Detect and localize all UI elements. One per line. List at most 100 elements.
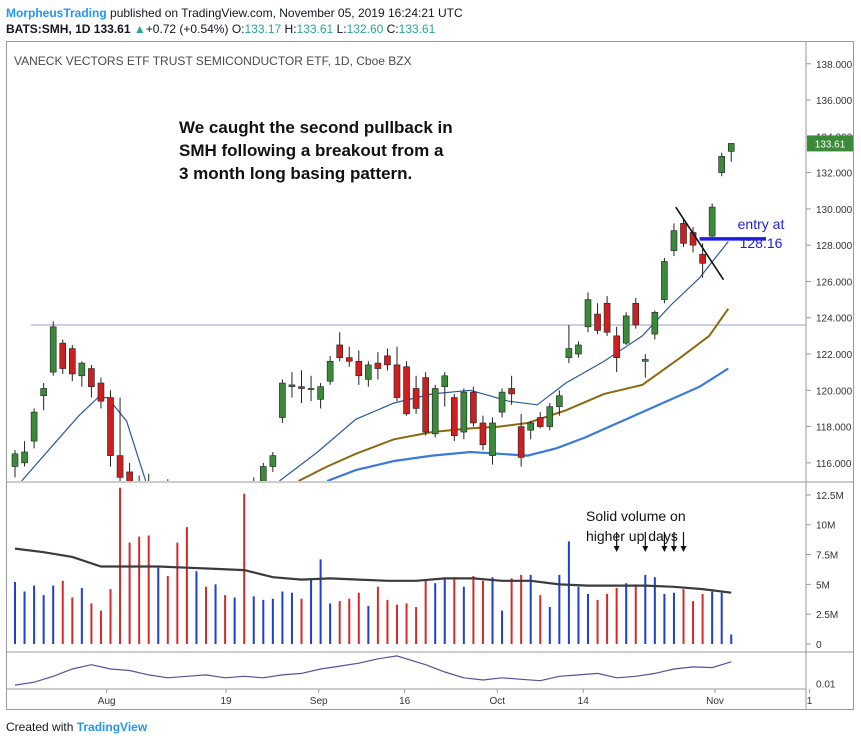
ma-long-line xyxy=(326,367,729,481)
candle-down xyxy=(450,397,458,436)
time-tick-label: 14 xyxy=(578,696,590,707)
candle-up xyxy=(317,386,324,400)
candle-up xyxy=(565,348,573,358)
candle-down xyxy=(393,364,401,398)
candle-up xyxy=(365,364,372,380)
candle-down xyxy=(680,223,687,244)
candle-up xyxy=(556,395,563,407)
candle-up xyxy=(498,391,506,413)
candle-down xyxy=(59,342,67,369)
quote-line: BATS:SMH, 1D 133.61 ▲+0.72 (+0.54%) O:13… xyxy=(6,22,435,36)
candle-up xyxy=(78,362,86,377)
time-tick-label: Oct xyxy=(489,696,505,707)
candle-up xyxy=(489,422,496,456)
candle-up xyxy=(670,230,678,251)
candle-down xyxy=(508,388,515,395)
candle-down xyxy=(517,426,525,458)
candle-up xyxy=(527,422,535,431)
candle-down xyxy=(345,357,353,362)
volume-arrow-icon xyxy=(642,546,649,552)
candle-down xyxy=(97,382,105,402)
candle-up xyxy=(546,406,554,427)
high-value: 133.61 xyxy=(296,22,334,36)
candle-up xyxy=(40,388,47,397)
candle-down xyxy=(336,344,344,358)
price-tick-label: 120.000 xyxy=(816,386,853,397)
volume-arrow-icon xyxy=(613,546,620,552)
volume-tick-label: 12.5M xyxy=(816,491,844,502)
candle-down xyxy=(384,355,391,366)
candle-up xyxy=(708,206,716,237)
candle-up xyxy=(460,391,468,433)
candle-down xyxy=(603,302,611,333)
candle-down xyxy=(412,388,420,409)
trendline xyxy=(675,206,725,281)
chart-area[interactable]: VANECK VECTORS ETF TRUST SEMICONDUCTOR E… xyxy=(6,41,854,710)
author-link[interactable]: MorpheusTrading xyxy=(6,6,107,20)
volume-tick-label: 2.5M xyxy=(816,610,838,621)
published-text: published on TradingView.com, November 0… xyxy=(110,6,463,20)
price-tick-label: 130.000 xyxy=(816,205,853,216)
price-pane: We caught the second pullback in SMH foll… xyxy=(11,118,806,481)
volume-tick-label: 5M xyxy=(816,580,830,591)
created-with-label: Created with xyxy=(6,720,74,734)
candle-down xyxy=(470,391,477,424)
volume-pane: Solid volume on higher up days xyxy=(14,487,733,644)
osc-tick-label: 0.01 xyxy=(816,680,836,691)
time-tick-label: Aug xyxy=(98,696,116,707)
candle-up xyxy=(30,411,38,442)
candle-up xyxy=(661,261,668,300)
price-change: +0.72 (+0.54%) xyxy=(145,22,229,36)
axes: 138.000136.000134.000132.000130.000128.0… xyxy=(98,60,853,707)
candle-up xyxy=(260,466,267,481)
candle-down xyxy=(126,471,133,481)
price-tick-label: 126.000 xyxy=(816,277,853,288)
time-tick-label: Nov xyxy=(706,696,724,707)
price-tick-label: 138.000 xyxy=(816,60,853,71)
low-label: L: xyxy=(336,22,347,36)
candle-up xyxy=(575,344,582,355)
candle-up xyxy=(288,384,296,387)
volume-note-line-1: Solid volume on xyxy=(586,508,686,524)
candle-down xyxy=(479,422,487,446)
candle-up xyxy=(727,143,735,152)
open-label: O: xyxy=(231,22,245,36)
volume-tick-label: 10M xyxy=(816,521,835,532)
candle-up xyxy=(622,315,630,344)
time-tick-label: 16 xyxy=(399,696,411,707)
candle-up xyxy=(584,299,592,328)
volume-average-line xyxy=(14,547,732,594)
entry-price-label: 128.16 xyxy=(740,235,783,251)
open-value: 133.17 xyxy=(244,22,282,36)
last-price: 133.61 xyxy=(93,22,131,36)
candle-up xyxy=(441,375,449,387)
last-price-badge xyxy=(807,135,853,152)
candle-up xyxy=(651,311,659,335)
oscillator-line xyxy=(14,655,732,686)
price-tick-label: 118.000 xyxy=(816,423,852,434)
candle-down xyxy=(632,302,640,326)
ma-mid-line xyxy=(298,308,730,481)
candle-down xyxy=(88,368,95,387)
publish-line: MorpheusTrading published on TradingView… xyxy=(6,6,463,20)
price-tick-label: 124.000 xyxy=(816,314,853,325)
candle-down xyxy=(298,386,305,389)
time-tick-label: Sep xyxy=(310,696,328,707)
time-tick-label: 1 xyxy=(807,696,813,707)
candle-up xyxy=(307,388,315,390)
candle-up xyxy=(641,359,649,362)
tradingview-logo[interactable]: TradingView xyxy=(76,720,148,734)
note-line-3: 3 month long basing pattern. xyxy=(179,164,412,183)
volume-arrow-icon xyxy=(661,546,668,552)
symbol-label: BATS:SMH, 1D xyxy=(6,22,91,36)
price-tick-label: 132.000 xyxy=(816,169,853,180)
candle-up xyxy=(718,155,726,173)
high-label: H: xyxy=(284,22,297,36)
candle-up xyxy=(269,455,277,467)
candle-down xyxy=(403,366,410,415)
candle-up xyxy=(49,326,57,373)
chart-title: VANECK VECTORS ETF TRUST SEMICONDUCTOR E… xyxy=(14,54,412,68)
candle-down xyxy=(594,313,601,331)
oscillator-pane xyxy=(14,655,732,686)
candle-up xyxy=(326,360,334,382)
